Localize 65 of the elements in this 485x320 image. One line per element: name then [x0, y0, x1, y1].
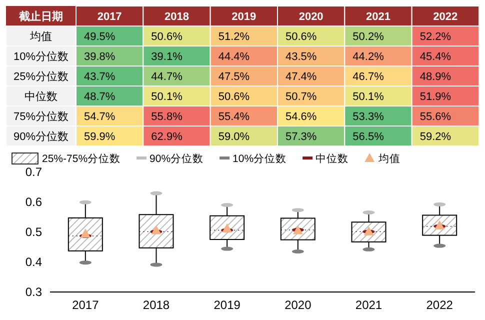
- y-tick-label: 0.3: [25, 285, 42, 299]
- data-label: 43.5%: [286, 51, 317, 63]
- data-label: 49.5%: [84, 31, 116, 43]
- data-label: 51.2%: [218, 31, 250, 43]
- x-tick-label: 2017: [72, 298, 100, 312]
- x-tick-label: 2017: [97, 11, 122, 23]
- data-label: 51.9%: [420, 91, 452, 103]
- data-label: 48.9%: [420, 71, 452, 83]
- y-tick-label: 0.7: [25, 165, 42, 179]
- x-tick-label: 2022: [433, 11, 458, 23]
- data-label: 45.4%: [420, 51, 452, 63]
- x-tick-label: 2019: [214, 298, 241, 312]
- legend-label: 中位数: [316, 152, 349, 165]
- data-label: 55.4%: [218, 111, 250, 123]
- legend-label: 均值: [378, 153, 401, 165]
- data-label: 47.4%: [286, 71, 317, 83]
- data-label: 59.9%: [84, 131, 116, 143]
- y-tick-label: 10%分位数: [13, 51, 69, 63]
- data-label: 54.6%: [286, 111, 317, 123]
- y-tick-label: 中位数: [24, 90, 58, 103]
- legend-label: 10%分位数: [232, 153, 287, 165]
- data-label: 44.4%: [218, 51, 250, 63]
- data-label: 54.7%: [84, 111, 116, 123]
- data-label: 50.2%: [352, 31, 384, 43]
- legend-label: 25%-75%分位数: [42, 153, 121, 165]
- x-tick-label: 2021: [366, 11, 390, 23]
- data-label: 55.8%: [151, 111, 183, 123]
- x-tick-label: 2018: [164, 11, 189, 23]
- x-tick-label: 2018: [142, 298, 170, 312]
- y-tick-label: 0.4: [25, 255, 42, 269]
- data-label: 48.7%: [84, 91, 116, 103]
- y-tick-label: 均值: [29, 31, 52, 43]
- x-tick-label: 2019: [232, 11, 256, 23]
- data-label: 44.2%: [352, 51, 384, 63]
- y-axis-title: 截止日期: [18, 10, 63, 23]
- legend-label: 90%分位数: [150, 153, 204, 165]
- data-label: 59.0%: [218, 131, 250, 143]
- data-label: 50.6%: [151, 31, 183, 43]
- x-tick-label: 2020: [284, 298, 312, 312]
- data-label: 52.2%: [420, 31, 452, 43]
- y-tick-label: 0.6: [25, 195, 42, 209]
- data-label: 62.9%: [151, 131, 183, 143]
- x-tick-label: 2021: [355, 298, 382, 312]
- y-tick-label: 75%分位数: [13, 111, 69, 123]
- data-label: 47.5%: [218, 71, 250, 83]
- data-label: 50.6%: [286, 31, 317, 43]
- x-tick-label: 2020: [298, 11, 324, 23]
- y-tick-label: 25%分位数: [13, 71, 69, 83]
- data-label: 50.1%: [352, 91, 384, 103]
- data-label: 44.7%: [151, 71, 183, 83]
- data-label: 43.7%: [84, 71, 116, 83]
- data-label: 50.7%: [286, 91, 317, 103]
- y-tick-label: 90%分位数: [13, 131, 69, 143]
- y-tick-label: 0.5: [25, 225, 42, 239]
- data-label: 46.7%: [352, 71, 384, 83]
- data-label: 53.3%: [352, 111, 384, 123]
- data-label: 57.3%: [286, 131, 317, 143]
- data-label: 56.5%: [352, 131, 384, 143]
- data-label: 50.1%: [151, 91, 183, 103]
- data-label: 55.6%: [420, 111, 452, 123]
- data-label: 39.8%: [84, 51, 116, 63]
- x-tick-label: 2022: [426, 298, 454, 312]
- data-label: 50.6%: [218, 91, 250, 103]
- data-label: 39.1%: [151, 51, 183, 63]
- data-label: 59.2%: [420, 131, 452, 143]
